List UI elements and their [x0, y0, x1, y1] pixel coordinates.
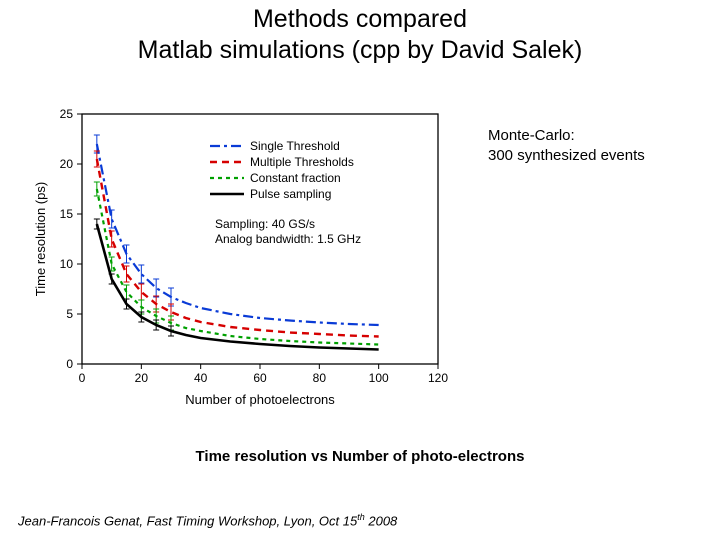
note-line-2: 300 synthesized events — [488, 147, 645, 164]
svg-text:Sampling: 40 GS/s: Sampling: 40 GS/s — [215, 217, 315, 231]
svg-text:20: 20 — [135, 371, 149, 385]
svg-text:60: 60 — [253, 371, 267, 385]
svg-text:100: 100 — [369, 371, 389, 385]
footer-prefix: Jean-Francois Genat, Fast Timing Worksho… — [18, 513, 357, 528]
slide-footer: Jean-Francois Genat, Fast Timing Worksho… — [18, 512, 397, 528]
svg-text:Analog bandwidth: 1.5 GHz: Analog bandwidth: 1.5 GHz — [215, 232, 361, 246]
svg-text:5: 5 — [66, 307, 73, 321]
monte-carlo-note: Monte-Carlo: 300 synthesized events — [488, 126, 645, 165]
title-line-2: Matlab simulations (cpp by David Salek) — [138, 36, 583, 64]
footer-suffix: 2008 — [365, 513, 398, 528]
caption-text: Time resolution vs Number of photo-elect… — [196, 448, 525, 465]
time-resolution-chart: 0 20 40 60 80 100 120 0 5 10 15 20 25 Number of photo… — [30, 100, 460, 410]
svg-text:0: 0 — [79, 371, 86, 385]
slide-title: Methods compared Matlab simulations (cpp… — [0, 4, 720, 67]
svg-text:40: 40 — [194, 371, 208, 385]
svg-text:15: 15 — [60, 207, 74, 221]
svg-text:80: 80 — [313, 371, 327, 385]
svg-text:Multiple Thresholds: Multiple Thresholds — [250, 155, 354, 169]
chart-caption: Time resolution vs Number of photo-elect… — [0, 448, 720, 465]
svg-text:20: 20 — [60, 157, 74, 171]
footer-sup: th — [357, 512, 365, 522]
svg-text:Time resolution (ps): Time resolution (ps) — [33, 182, 48, 296]
chart-container: 0 20 40 60 80 100 120 0 5 10 15 20 25 Number of photo… — [30, 100, 460, 415]
svg-text:10: 10 — [60, 257, 74, 271]
svg-text:Single Threshold: Single Threshold — [250, 139, 340, 153]
note-line-1: Monte-Carlo: — [488, 127, 575, 144]
svg-text:Constant fraction: Constant fraction — [250, 171, 341, 185]
title-line-1: Methods compared — [253, 5, 467, 33]
svg-text:0: 0 — [66, 357, 73, 371]
svg-text:Pulse sampling: Pulse sampling — [250, 187, 331, 201]
svg-text:120: 120 — [428, 371, 448, 385]
svg-text:Number of photoelectrons: Number of photoelectrons — [185, 392, 335, 407]
svg-text:25: 25 — [60, 107, 74, 121]
slide: Methods compared Matlab simulations (cpp… — [0, 0, 720, 540]
